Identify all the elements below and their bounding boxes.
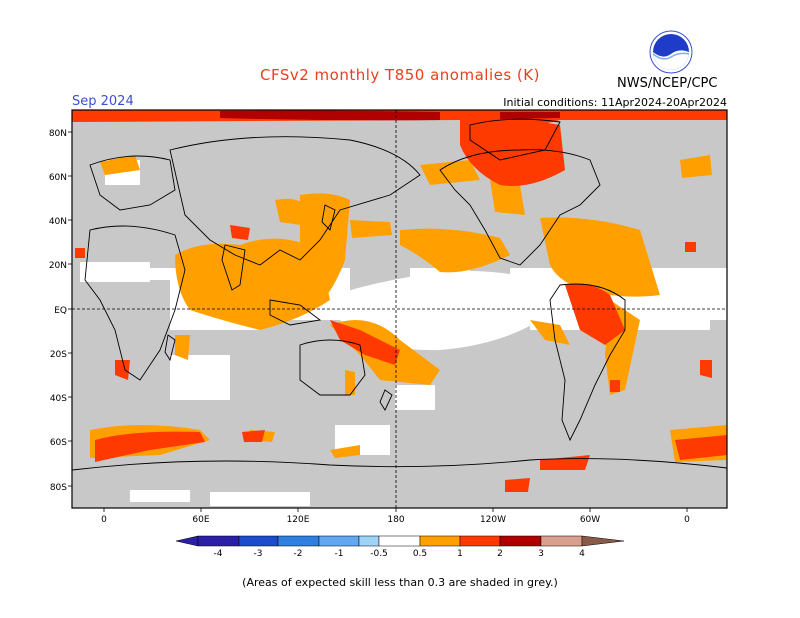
lat-label: 60S — [50, 438, 67, 448]
legend-arrow-right — [581, 535, 625, 547]
lon-axis: 0 60E 120E 180 120W 60W 0 — [101, 515, 690, 525]
lat-label: 40S — [50, 394, 67, 404]
legend-label: 1 — [457, 549, 463, 559]
lat-label: EQ — [54, 306, 67, 316]
lon-label: 120W — [480, 515, 506, 525]
legend-swatch — [238, 535, 279, 547]
noaa-logo — [649, 30, 693, 74]
legend-label: 3 — [538, 549, 544, 559]
legend-arrow-left — [175, 535, 199, 547]
lat-axis: 80N 60N 40N 20N EQ 20S 40S 60S 80S — [49, 129, 67, 493]
legend-label: -2 — [294, 549, 303, 559]
lat-ticks — [68, 131, 72, 487]
initial-conditions: Initial conditions: 11Apr2024-20Apr2024 — [503, 96, 727, 109]
color-legend: -4 -3 -2 -1 -0.5 0.5 1 2 3 4 — [175, 535, 625, 559]
lon-label: 60W — [580, 515, 600, 525]
skill-footnote: (Areas of expected skill less than 0.3 a… — [242, 576, 558, 589]
coastlines — [71, 118, 728, 471]
lon-label: 60E — [192, 515, 209, 525]
legend-label: -1 — [335, 549, 344, 559]
lon-label: 0 — [101, 515, 107, 525]
lat-label: 60N — [49, 173, 67, 183]
legend-swatch — [318, 535, 360, 547]
legend-label: 2 — [497, 549, 503, 559]
legend-label: -0.5 — [370, 549, 388, 559]
legend-swatch — [540, 535, 583, 547]
legend-label: 0.5 — [413, 549, 427, 559]
legend-swatch — [419, 535, 461, 547]
legend-swatch — [197, 535, 240, 547]
legend-swatch — [277, 535, 320, 547]
legend-label: -4 — [214, 549, 223, 559]
legend-swatch — [459, 535, 501, 547]
forecast-month: Sep 2024 — [72, 94, 134, 109]
dark-red-anomalies — [220, 110, 560, 121]
legend-swatch — [378, 535, 421, 547]
lon-label: 0 — [684, 515, 690, 525]
legend-swatch — [499, 535, 542, 547]
lat-label: 20N — [49, 261, 67, 271]
legend-swatch — [358, 535, 380, 547]
lat-label: 40N — [49, 217, 67, 227]
lon-label: 180 — [387, 515, 404, 525]
lat-label: 20S — [50, 350, 67, 360]
legend-label: -3 — [254, 549, 263, 559]
legend-label: 4 — [579, 549, 585, 559]
lat-label: 80N — [49, 129, 67, 139]
lon-label: 120E — [287, 515, 310, 525]
org-label: NWS/NCEP/CPC — [617, 76, 718, 91]
lat-label: 80S — [50, 483, 67, 493]
chart-title: CFSv2 monthly T850 anomalies (K) — [260, 66, 540, 84]
lon-ticks — [103, 508, 688, 512]
